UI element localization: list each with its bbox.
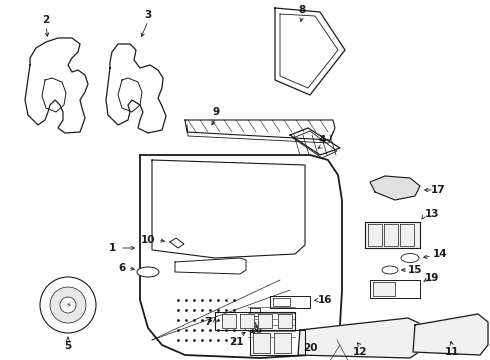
Polygon shape [370, 176, 420, 200]
Text: 4: 4 [318, 135, 326, 145]
Circle shape [60, 297, 76, 313]
Text: 3: 3 [145, 10, 151, 20]
Text: 20: 20 [303, 343, 317, 353]
Text: 12: 12 [353, 347, 367, 357]
Text: 13: 13 [425, 209, 439, 219]
Polygon shape [222, 314, 236, 328]
Polygon shape [240, 314, 254, 328]
Text: 7: 7 [204, 317, 212, 327]
Text: 21: 21 [229, 337, 243, 347]
Text: 10: 10 [141, 235, 155, 245]
Text: 6: 6 [119, 263, 125, 273]
Text: 2: 2 [42, 15, 49, 25]
Text: 14: 14 [433, 249, 447, 259]
Polygon shape [274, 333, 291, 353]
Text: 17: 17 [431, 185, 445, 195]
Text: 8: 8 [298, 5, 306, 15]
Circle shape [50, 287, 86, 323]
Text: 9: 9 [213, 107, 220, 117]
Ellipse shape [382, 266, 398, 274]
Text: 18: 18 [249, 325, 263, 335]
Text: 11: 11 [445, 347, 459, 357]
Text: 16: 16 [318, 295, 332, 305]
Text: 19: 19 [425, 273, 439, 283]
Text: ⚡: ⚡ [65, 301, 71, 310]
Polygon shape [365, 222, 420, 248]
Text: 15: 15 [408, 265, 422, 275]
Text: 1: 1 [108, 243, 116, 253]
Ellipse shape [401, 253, 419, 262]
Polygon shape [373, 282, 395, 296]
Circle shape [40, 277, 96, 333]
Polygon shape [253, 333, 270, 353]
Polygon shape [413, 314, 488, 355]
Text: 5: 5 [64, 341, 72, 351]
Polygon shape [258, 314, 272, 328]
Polygon shape [298, 318, 425, 358]
Ellipse shape [137, 267, 159, 277]
Polygon shape [278, 314, 292, 328]
